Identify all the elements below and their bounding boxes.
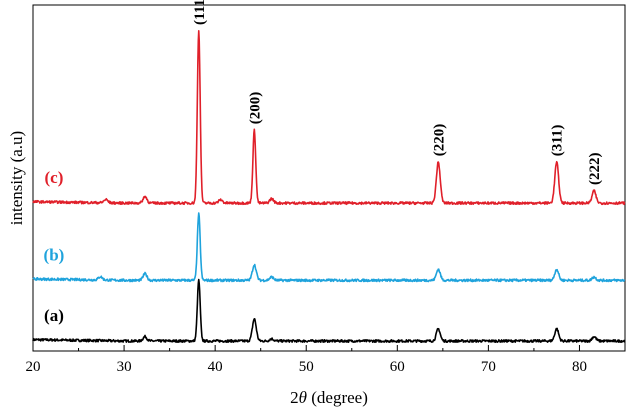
series-line-1 xyxy=(32,278,626,344)
x-axis-title-prefix: 2 xyxy=(290,388,299,407)
series-labels: (a) (b) (c) xyxy=(44,168,65,325)
x-tick-label-3: 50 xyxy=(299,359,314,375)
x-axis-ticks: 20 30 40 50 60 70 80 xyxy=(26,345,587,375)
series-label-3: (c) xyxy=(45,168,64,187)
series-label-2: (b) xyxy=(44,245,65,264)
x-axis-title: 2θ (degree) xyxy=(290,388,368,407)
x-tick-label-1: 30 xyxy=(117,359,132,375)
peak-label-2: (200) xyxy=(247,92,263,125)
series-label-1: (a) xyxy=(44,306,64,325)
peak-labels: (111) (200) (220) (311) (222) xyxy=(192,0,603,185)
peak-label-4: (311) xyxy=(550,125,566,157)
x-tick-label-5: 70 xyxy=(481,359,496,375)
plot-frame xyxy=(32,4,626,352)
series-group xyxy=(32,30,626,344)
x-tick-label-0: 20 xyxy=(26,359,41,375)
y-axis-title: intensity (a.u) xyxy=(7,131,26,225)
x-axis-title-symbol: θ xyxy=(299,388,307,407)
x-axis-title-suffix: (degree) xyxy=(307,388,368,407)
x-tick-label-4: 60 xyxy=(390,359,405,375)
peak-label-5: (222) xyxy=(587,152,603,185)
series-line-3 xyxy=(32,30,626,206)
peak-label-3: (220) xyxy=(431,124,447,157)
series-line-2 xyxy=(32,212,626,283)
x-tick-label-6: 80 xyxy=(572,359,587,375)
x-tick-label-2: 40 xyxy=(208,359,223,375)
peak-label-1: (111) xyxy=(192,0,208,25)
